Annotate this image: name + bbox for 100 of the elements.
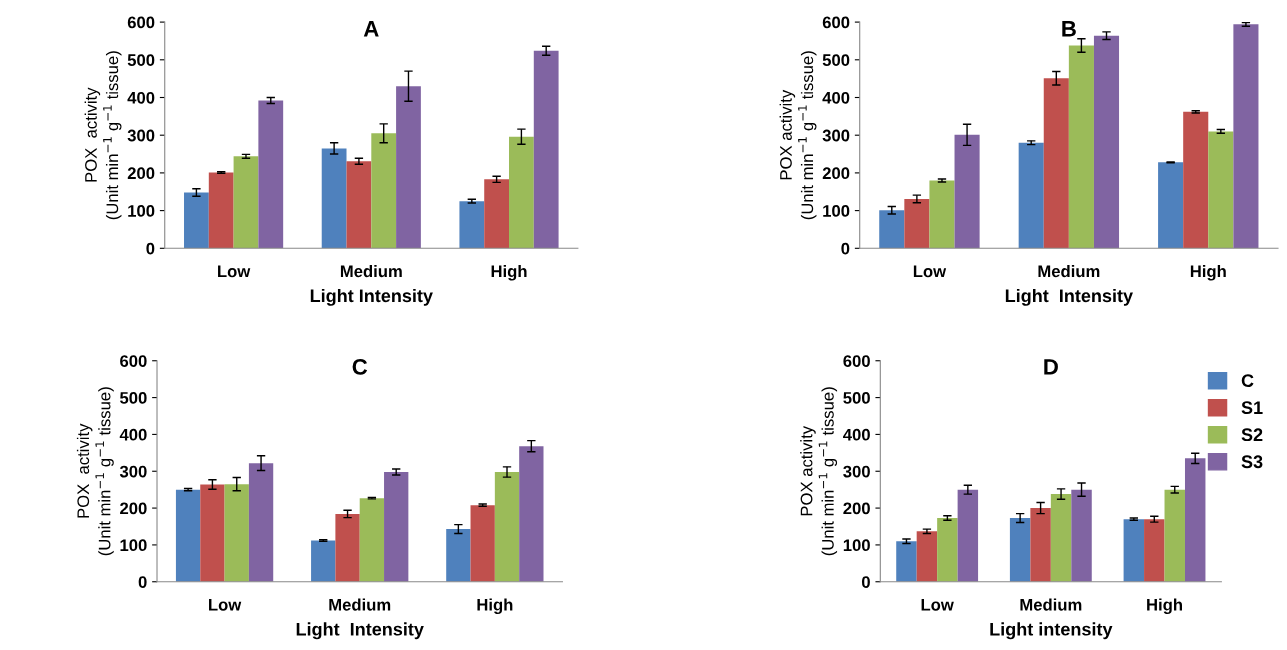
bar xyxy=(957,489,979,582)
y-tick-label: 100 xyxy=(120,539,147,552)
y-tick-label: 200 xyxy=(843,502,870,515)
bar xyxy=(1208,131,1234,249)
bar xyxy=(184,192,209,249)
legend-label: C xyxy=(1241,374,1254,388)
y-tick-label: 100 xyxy=(823,205,850,217)
bar xyxy=(1018,142,1044,249)
bar xyxy=(954,134,980,249)
bar xyxy=(1233,24,1259,249)
bar xyxy=(200,484,225,582)
bar xyxy=(396,86,421,249)
bar xyxy=(1043,78,1069,249)
x-tick-label: Medium xyxy=(1038,264,1100,278)
bar xyxy=(937,518,958,582)
bar xyxy=(1183,111,1209,249)
bar xyxy=(929,180,955,249)
y-tick-label: 200 xyxy=(127,167,155,180)
x-tick-label: High xyxy=(1147,598,1182,615)
y-tick-label: 500 xyxy=(822,54,850,66)
chart-title: A xyxy=(363,21,379,37)
y-tick-label: 200 xyxy=(120,502,147,515)
y-tick-label: 100 xyxy=(128,205,155,217)
y-tick-label: 600 xyxy=(127,16,155,29)
x-tick-label: High xyxy=(1190,264,1226,281)
bar xyxy=(311,540,336,582)
y-tick-label: 400 xyxy=(822,91,850,104)
bar xyxy=(359,498,385,582)
bar xyxy=(248,463,274,582)
bar xyxy=(470,505,495,582)
bar xyxy=(346,161,372,249)
bar xyxy=(1068,45,1094,249)
bar xyxy=(224,484,249,582)
x-axis-title: Light Intensity xyxy=(310,288,433,306)
bar xyxy=(384,471,409,582)
bar xyxy=(175,489,201,582)
x-tick-label: Medium xyxy=(329,598,391,611)
bar xyxy=(1009,518,1031,582)
x-tick-label: Low xyxy=(913,265,947,278)
bar xyxy=(904,198,930,249)
y-axis-title: POX activity (Unit min$^{−1}$ g$^{−1}$ tissue) xyxy=(84,51,122,220)
bar xyxy=(1030,508,1051,582)
legend-label: S3 xyxy=(1241,455,1263,469)
bar xyxy=(1071,489,1092,582)
bar xyxy=(1144,519,1165,582)
y-tick-label: 500 xyxy=(120,391,147,404)
y-tick-label: 400 xyxy=(119,428,147,441)
y-tick-label: 300 xyxy=(843,465,870,478)
bar xyxy=(533,50,559,249)
chart-title: C xyxy=(352,359,368,375)
y-axis-title: POX activity (Unit min$^{−1}$ g$^{−1}$ tissue) xyxy=(76,387,114,556)
y-tick-label: 600 xyxy=(120,355,147,367)
y-tick-label: 400 xyxy=(843,428,870,441)
x-axis-title: Light Intensity xyxy=(296,622,424,640)
y-tick-label: 100 xyxy=(843,539,870,552)
bar xyxy=(1158,162,1184,249)
bar xyxy=(1050,494,1072,582)
y-tick-label: 0 xyxy=(138,576,147,588)
y-tick-label: 300 xyxy=(822,129,850,142)
bar xyxy=(208,172,234,249)
bar xyxy=(446,529,471,582)
bar xyxy=(509,136,534,249)
chart-title: B xyxy=(1062,21,1076,37)
y-tick-label: 400 xyxy=(127,91,155,104)
bar xyxy=(1184,458,1206,582)
legend-label: S2 xyxy=(1241,428,1263,442)
x-tick-label: Low xyxy=(209,599,242,611)
x-tick-label: Medium xyxy=(1020,598,1082,611)
bar xyxy=(916,531,938,582)
x-tick-label: High xyxy=(477,598,513,615)
x-axis-title: Light Intensity xyxy=(1005,288,1133,306)
legend-label: S1 xyxy=(1241,401,1263,415)
y-tick-label: 300 xyxy=(119,465,147,478)
y-tick-label: 300 xyxy=(127,129,155,142)
y-tick-label: 200 xyxy=(822,167,850,180)
x-axis-title: Light intensity xyxy=(990,622,1113,640)
bar xyxy=(1093,35,1120,249)
bar xyxy=(1164,489,1185,582)
x-tick-label: High xyxy=(491,264,527,281)
bar xyxy=(1123,519,1145,582)
y-tick-label: 0 xyxy=(861,576,870,588)
bar xyxy=(233,156,259,249)
x-tick-label: Low xyxy=(218,265,251,278)
y-tick-label: 0 xyxy=(841,242,850,255)
chart-title: D xyxy=(1044,359,1058,375)
bar xyxy=(896,541,917,582)
y-tick-label: 500 xyxy=(127,54,155,66)
bar xyxy=(258,100,284,249)
y-tick-label: 500 xyxy=(843,391,870,404)
y-axis-title: POX activity (Unit min$^{−1}$ g$^{−1}$ tissue) xyxy=(800,387,838,556)
bar xyxy=(335,513,360,582)
bar xyxy=(494,471,520,582)
y-tick-label: 0 xyxy=(146,242,155,255)
y-tick-label: 600 xyxy=(822,16,850,29)
x-tick-label: Low xyxy=(921,599,954,611)
bar xyxy=(371,133,397,249)
y-axis-title: POX activity (Unit min$^{−1}$ g$^{−1}$ tissue) xyxy=(779,51,817,220)
x-tick-label: Medium xyxy=(340,264,402,278)
bar xyxy=(484,179,510,249)
bar xyxy=(519,446,544,582)
